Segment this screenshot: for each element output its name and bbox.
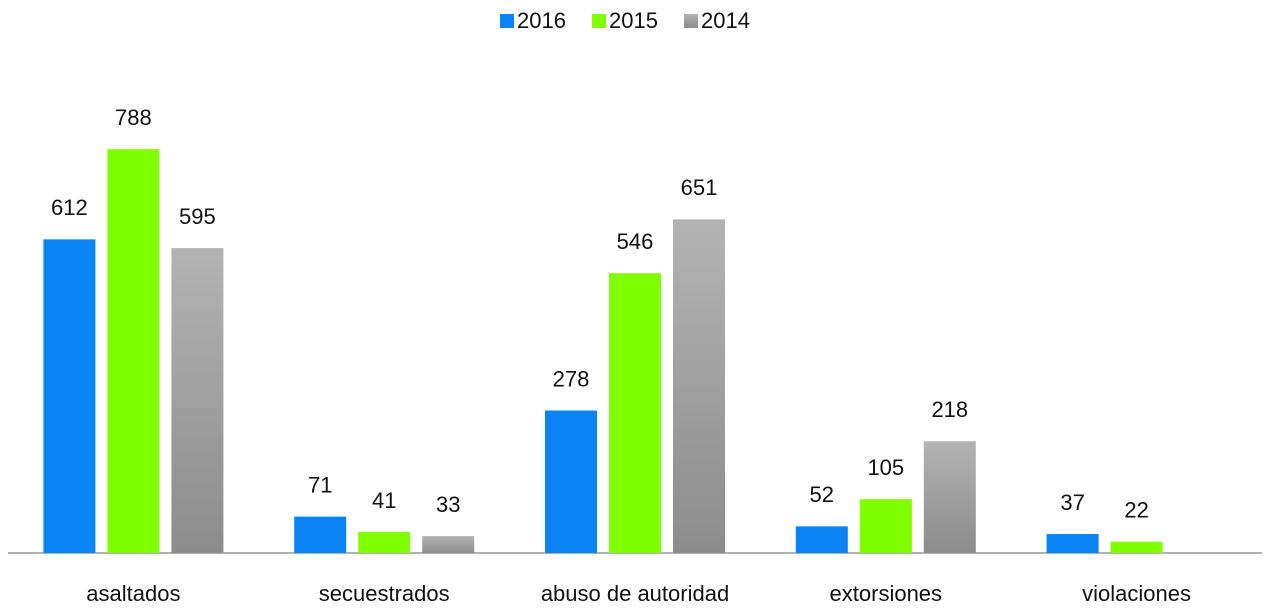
data-label: 788 [115,105,152,130]
data-label: 33 [436,492,460,517]
x-tick-label: secuestrados [319,581,450,606]
bar [795,526,848,553]
data-label: 278 [553,366,590,391]
bar [545,410,597,553]
data-label: 595 [179,204,216,229]
data-label: 546 [617,229,654,254]
data-label: 22 [1124,498,1148,523]
bar [1110,541,1163,553]
legend-label: 2015 [609,8,658,33]
data-label: 37 [1060,490,1084,515]
bar [358,531,411,553]
x-tick-label: asaltados [86,581,180,606]
bar [422,536,475,553]
legend: 2016 2015 2014 [500,8,750,33]
data-label: 71 [308,472,332,497]
bar [673,219,725,554]
legend-label: 2014 [701,8,750,33]
bar [609,273,661,553]
bar [1046,534,1099,553]
data-label: 105 [867,455,904,480]
legend-swatch [592,14,606,28]
bar [107,149,160,553]
legend-swatch [500,14,514,28]
legend-swatch [684,14,698,28]
bar [43,239,96,553]
data-label: 651 [681,175,718,200]
bar [294,516,347,553]
data-label: 218 [931,397,968,422]
bar [923,441,976,553]
data-label: 612 [51,195,88,220]
x-tick-label: extorsiones [830,581,943,606]
bar [859,499,912,553]
data-label: 41 [372,488,396,513]
legend-label: 2016 [517,8,566,33]
x-tick-label: abuso de autoridad [541,581,729,606]
x-tick-label: violaciones [1082,581,1191,606]
data-label: 52 [810,482,834,507]
bar [171,248,224,553]
